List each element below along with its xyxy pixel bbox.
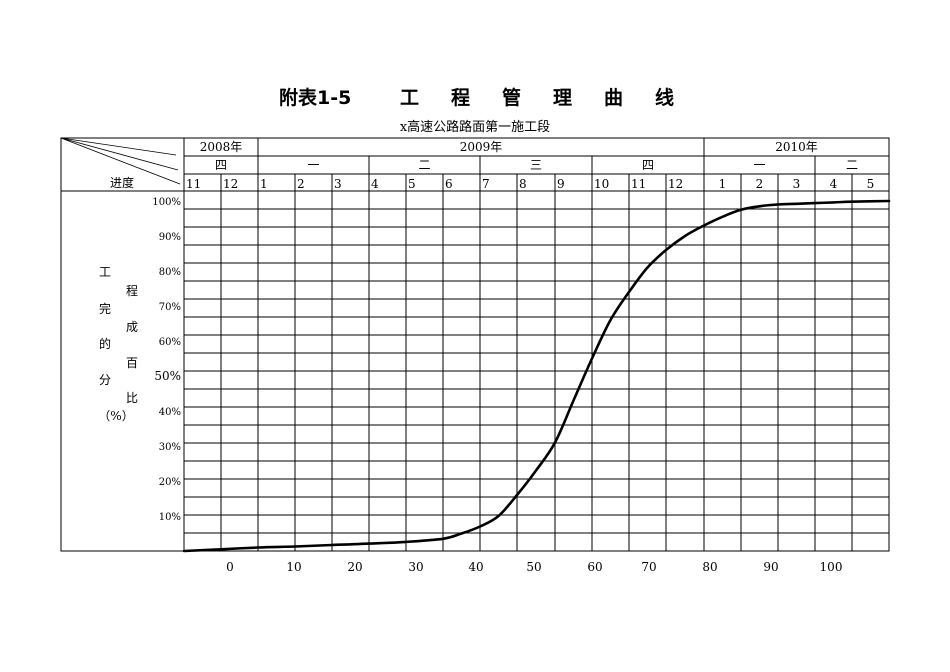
ylabel-char: 的 — [99, 336, 111, 351]
ytick-label: 40% — [159, 407, 181, 418]
month-label: 11 — [186, 177, 201, 191]
title-char: 工 — [400, 87, 419, 109]
quarter-label: 四 — [215, 158, 227, 172]
month-label: 10 — [594, 177, 609, 191]
month-label: 11 — [631, 177, 646, 191]
xtick-label: 40 — [468, 560, 483, 574]
ylabel-char: （%） — [98, 409, 133, 423]
ylabel-char: 工 — [99, 265, 111, 279]
quarter-label: 一 — [753, 158, 765, 172]
month-label: 4 — [830, 177, 838, 191]
month-label: 8 — [519, 177, 527, 191]
xtick-label: 30 — [408, 560, 423, 574]
month-label: 3 — [793, 177, 801, 191]
chart-title: 附表1-5 工 程 管 理 曲 线 — [279, 86, 674, 109]
xtick-label: 70 — [641, 560, 656, 574]
month-label: 12 — [668, 177, 683, 191]
month-label: 5 — [408, 177, 416, 191]
xtick-label: 50 — [526, 560, 541, 574]
month-label: 2 — [297, 177, 305, 191]
progress-curve — [182, 199, 891, 553]
title-char: 程 — [451, 87, 470, 109]
ytick-label: 70% — [159, 302, 181, 313]
month-label: 5 — [867, 177, 875, 191]
corner-label: 进度 — [110, 175, 134, 190]
title-char: 线 — [655, 86, 674, 109]
xtick-label: 20 — [347, 560, 362, 574]
chart-subtitle: x高速公路路面第一施工段 — [400, 119, 550, 135]
month-label: 9 — [557, 177, 565, 191]
year-label: 2009年 — [460, 140, 503, 154]
corner-diagonal-3 — [60, 137, 181, 185]
month-label: 4 — [371, 177, 379, 191]
ytick-label: 100% — [152, 197, 181, 208]
month-label: 2 — [756, 177, 764, 191]
ylabel-char: 成 — [126, 320, 138, 334]
ylabel-char: 百 — [126, 356, 138, 370]
table-frame — [60, 137, 890, 552]
month-label: 1 — [719, 177, 727, 191]
ylabel-char: 比 — [126, 391, 138, 405]
ylabel-char: 分 — [99, 373, 111, 387]
xtick-label: 100 — [820, 560, 843, 574]
year-label: 2008年 — [200, 140, 243, 154]
month-label: 1 — [260, 177, 268, 191]
xtick-label: 80 — [702, 560, 717, 574]
ytick-label: 50% — [154, 369, 181, 383]
title-prefix: 附表1-5 — [279, 86, 351, 109]
title-char: 管 — [502, 86, 521, 109]
month-label: 12 — [223, 177, 238, 191]
xtick-label: 0 — [226, 560, 234, 574]
corner-diagonal-1 — [60, 137, 177, 156]
xtick-label: 90 — [763, 560, 778, 574]
ytick-label: 80% — [159, 267, 181, 278]
quarter-label: 二 — [418, 158, 430, 172]
month-label: 7 — [482, 177, 490, 191]
quarter-label: 二 — [846, 158, 858, 172]
ylabel-char: 程 — [126, 283, 138, 298]
ytick-label: 20% — [159, 477, 181, 488]
ylabel-char: 完 — [99, 301, 111, 316]
corner-cell: 进度 — [60, 137, 181, 190]
quarter-label: 四 — [642, 158, 654, 172]
quarter-label: 一 — [307, 158, 319, 172]
ytick-label: 60% — [159, 337, 181, 348]
ytick-label: 90% — [159, 232, 181, 243]
ytick-label: 30% — [159, 442, 181, 453]
title-char: 曲 — [604, 87, 623, 109]
xtick-label: 60 — [587, 560, 602, 574]
ytick-label: 10% — [159, 512, 181, 523]
month-label: 6 — [445, 177, 453, 191]
month-label: 3 — [334, 177, 342, 191]
year-label: 2010年 — [775, 140, 818, 154]
corner-diagonal-2 — [60, 137, 179, 171]
title-char: 理 — [553, 87, 572, 109]
xtick-label: 10 — [286, 560, 301, 574]
quarter-label: 三 — [530, 158, 542, 172]
